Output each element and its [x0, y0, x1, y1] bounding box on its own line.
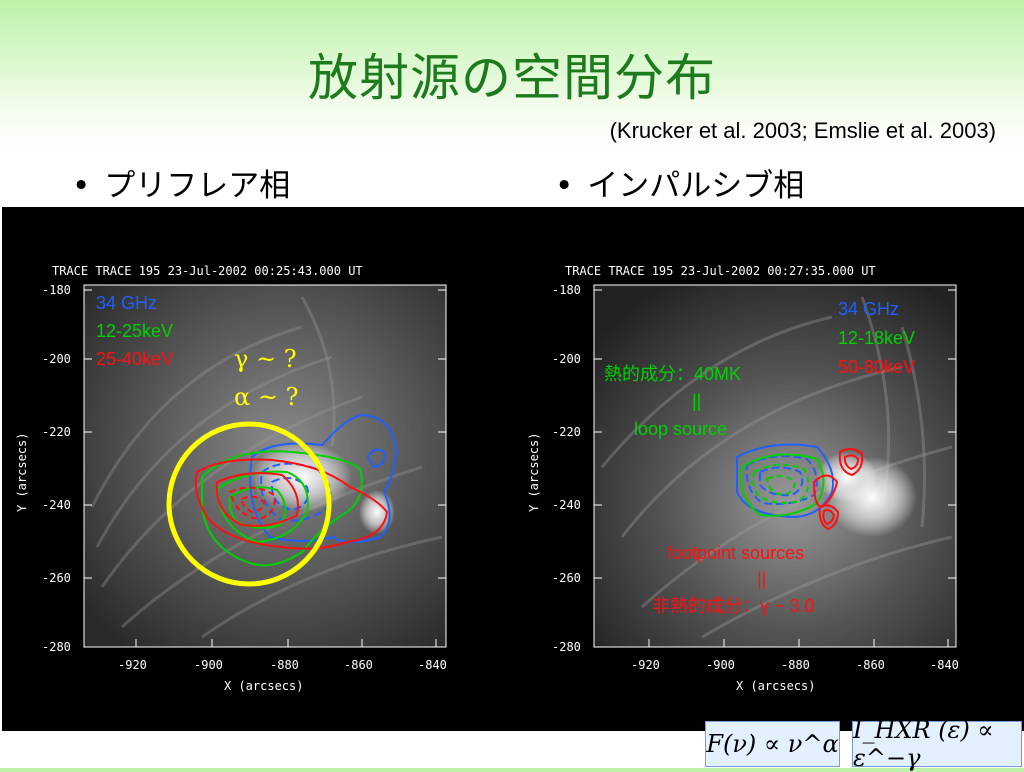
bullet-marker: • — [555, 168, 574, 204]
footpoint-equals: || — [757, 569, 766, 589]
formula-radio-spectrum: F(ν) ∝ ν^α — [705, 721, 840, 767]
formula-radio-text: F(ν) ∝ ν^α — [706, 730, 839, 758]
footpoint-label: footpoint sources — [667, 543, 804, 563]
left-legend-34ghz: 34 GHz — [96, 293, 157, 313]
contour-red-high — [215, 472, 299, 527]
left-y-tick-label: -220 — [42, 425, 71, 439]
slide-title: 放射源の空間分布 — [308, 49, 716, 107]
right-x-tick-label: -900 — [706, 658, 735, 672]
bullet-marker: • — [72, 168, 91, 204]
contour-red-high — [228, 486, 276, 521]
highlight-circle — [166, 421, 332, 587]
right-x-tick-label: -840 — [930, 658, 959, 672]
contour-green-low — [228, 486, 287, 529]
right-legend-12-18kev: 12-18keV — [838, 328, 915, 348]
contour-green-low — [201, 450, 363, 567]
left-x-ticks — [135, 639, 437, 647]
right-x-axis-label: X (arcsecs) — [736, 679, 815, 693]
bullet-impulsive-text: インパルシブ相 — [587, 168, 805, 204]
right-y-tick-label: -240 — [552, 498, 581, 512]
right-contours — [736, 443, 864, 531]
contour-red-footpoint — [822, 509, 836, 526]
right-legend-34ghz: 34 GHz — [838, 299, 899, 319]
left-loop-texture — [90, 296, 443, 639]
left-x-tick-label: -880 — [270, 658, 299, 672]
bullet-impulsive: • インパルシブ相 — [555, 160, 804, 205]
formula-hxr-text: I_HXR (ε) ∝ ε^−γ — [853, 716, 994, 772]
left-x-tick-label: -920 — [118, 658, 147, 672]
formula-hxr-spectrum: I_HXR (ε) ∝ ε^−γ — [852, 716, 1022, 772]
left-x-tick-label: -860 — [344, 658, 373, 672]
left-plot-header: TRACE TRACE 195 23-Jul-2002 00:25:43.000… — [52, 264, 363, 278]
right-y-tick-label: -280 — [552, 640, 581, 654]
contour-red-footpoint — [812, 474, 839, 509]
left-x-tick-label: -900 — [194, 658, 223, 672]
right-y-axis-label: Y (arcsecs) — [527, 433, 541, 512]
contour-red-footpoint — [838, 448, 864, 477]
gamma-unknown: γ ~ ? — [234, 345, 297, 373]
left-y-tick-label: -240 — [42, 498, 71, 512]
thermal-equals: || — [692, 391, 701, 411]
right-y-tick-label: -260 — [552, 571, 581, 585]
left-bright-kernel — [359, 490, 395, 534]
left-x-axis-label: X (arcsecs) — [224, 679, 303, 693]
left-y-tick-label: -280 — [42, 640, 71, 654]
left-y-tick-label: -180 — [42, 283, 71, 297]
right-x-tick-label: -860 — [856, 658, 885, 672]
contour-blue-34ghz — [736, 443, 834, 519]
right-x-tick-label: -880 — [781, 658, 810, 672]
left-y-ticks — [84, 289, 446, 648]
right-x-ticks — [648, 639, 949, 647]
left-legend-12-25kev: 12-25keV — [96, 321, 173, 341]
left-x-tick-label: -840 — [418, 658, 447, 672]
left-legend-25-40kev: 25-40keV — [96, 349, 173, 369]
right-plot: TRACE TRACE 195 23-Jul-2002 00:27:35.000… — [527, 264, 959, 693]
contour-blue-34ghz — [270, 477, 309, 512]
left-y-axis-label: Y (arcsecs) — [15, 433, 29, 512]
citation: (Krucker et al. 2003; Emslie et al. 2003… — [609, 118, 996, 143]
contour-blue-34ghz — [366, 448, 386, 469]
right-y-tick-label: -180 — [552, 283, 581, 297]
contour-green-thermal — [751, 463, 810, 504]
bullet-preflare-text: プリフレア相 — [104, 168, 291, 204]
right-y-tick-label: -220 — [552, 425, 581, 439]
left-y-tick-label: -200 — [42, 352, 71, 366]
left-plot: TRACE TRACE 195 23-Jul-2002 00:25:43.000… — [15, 264, 447, 693]
left-y-tick-label: -260 — [42, 571, 71, 585]
right-plot-header: TRACE TRACE 195 23-Jul-2002 00:27:35.000… — [565, 264, 876, 278]
contour-blue-34ghz — [759, 466, 804, 497]
loop-source-label: loop source — [634, 419, 727, 439]
nonthermal-label: 非熱的成分：γ ~ 3.0 — [652, 596, 815, 616]
contour-red-high — [240, 495, 266, 514]
contour-red-high — [194, 458, 389, 550]
left-axes-frame — [83, 284, 447, 648]
figure-panel: TRACE TRACE 195 23-Jul-2002 00:25:43.000… — [2, 207, 1024, 731]
contour-green-thermal — [765, 475, 796, 497]
figure-svg: TRACE TRACE 195 23-Jul-2002 00:25:43.000… — [15, 264, 959, 693]
right-legend-50-80kev: 50-80keV — [838, 357, 915, 377]
right-loop-texture — [600, 296, 953, 639]
alpha-unknown: α ~ ? — [234, 383, 298, 411]
right-y-ticks — [594, 289, 956, 579]
right-x-tick-label: -920 — [631, 658, 660, 672]
right-axes-frame — [593, 284, 957, 648]
bullet-preflare: • プリフレア相 — [72, 160, 290, 205]
right-y-tick-label: -200 — [552, 352, 581, 366]
contour-red-footpoint — [818, 504, 840, 531]
contour-red-footpoint — [843, 454, 860, 471]
thermal-label: 熱的成分：40MK — [604, 364, 741, 384]
